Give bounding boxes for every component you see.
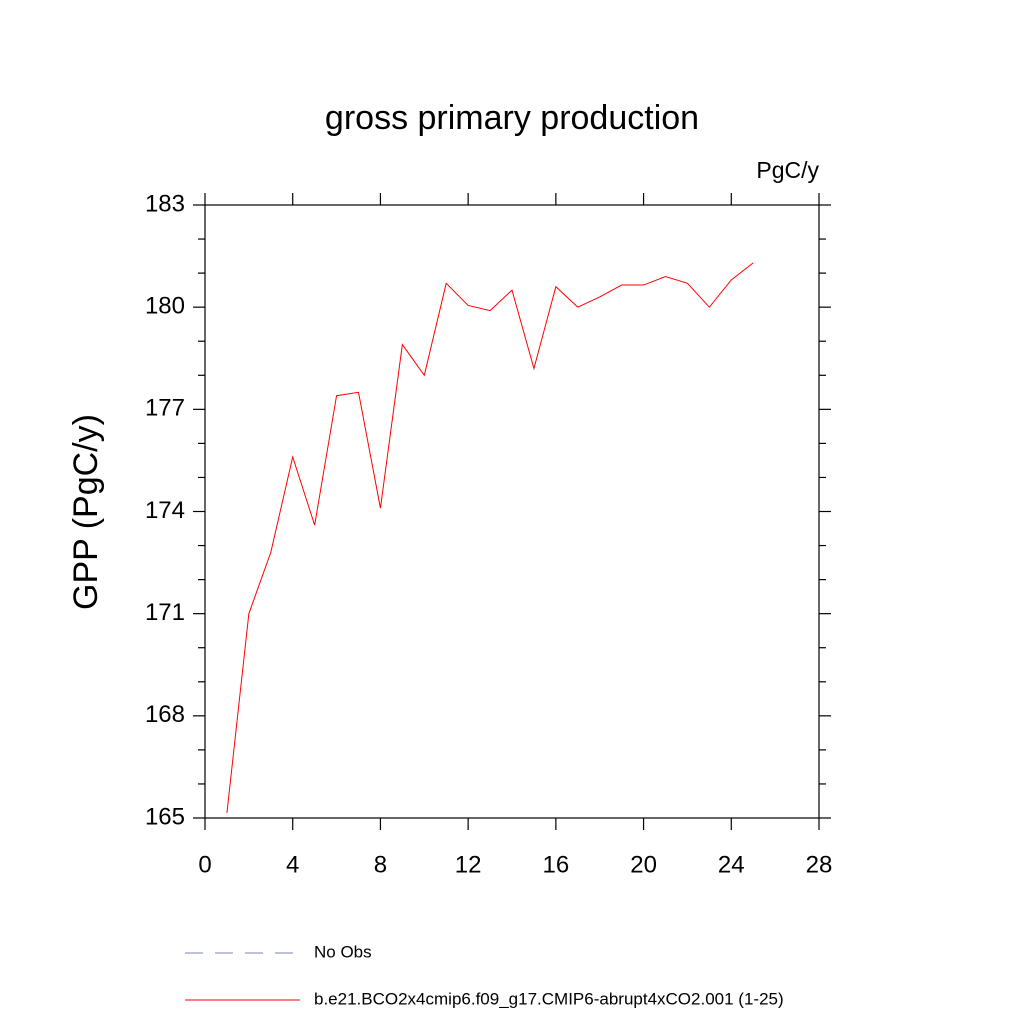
- y-tick-label: 183: [145, 190, 185, 217]
- legend-label: No Obs: [314, 942, 372, 961]
- x-tick-label: 4: [286, 851, 299, 878]
- y-tick-label: 165: [145, 803, 185, 830]
- y-tick-label: 174: [145, 497, 185, 524]
- y-tick-label: 180: [145, 293, 185, 320]
- y-tick-label: 168: [145, 701, 185, 728]
- x-tick-label: 0: [198, 851, 211, 878]
- y-axis-label: GPP (PgC/y): [67, 414, 105, 610]
- legend-label: b.e21.BCO2x4cmip6.f09_g17.CMIP6-abrupt4x…: [314, 989, 784, 1008]
- x-tick-label: 8: [374, 851, 387, 878]
- x-tick-label: 16: [543, 851, 570, 878]
- x-tick-label: 20: [630, 851, 657, 878]
- chart-title: gross primary production: [325, 99, 699, 137]
- y-tick-label: 177: [145, 395, 185, 422]
- x-tick-label: 24: [718, 851, 745, 878]
- x-tick-label: 12: [455, 851, 482, 878]
- data-line: [226, 262, 754, 813]
- x-tick-label: 28: [806, 851, 833, 878]
- units-label: PgC/y: [756, 157, 819, 183]
- y-tick-label: 171: [145, 599, 185, 626]
